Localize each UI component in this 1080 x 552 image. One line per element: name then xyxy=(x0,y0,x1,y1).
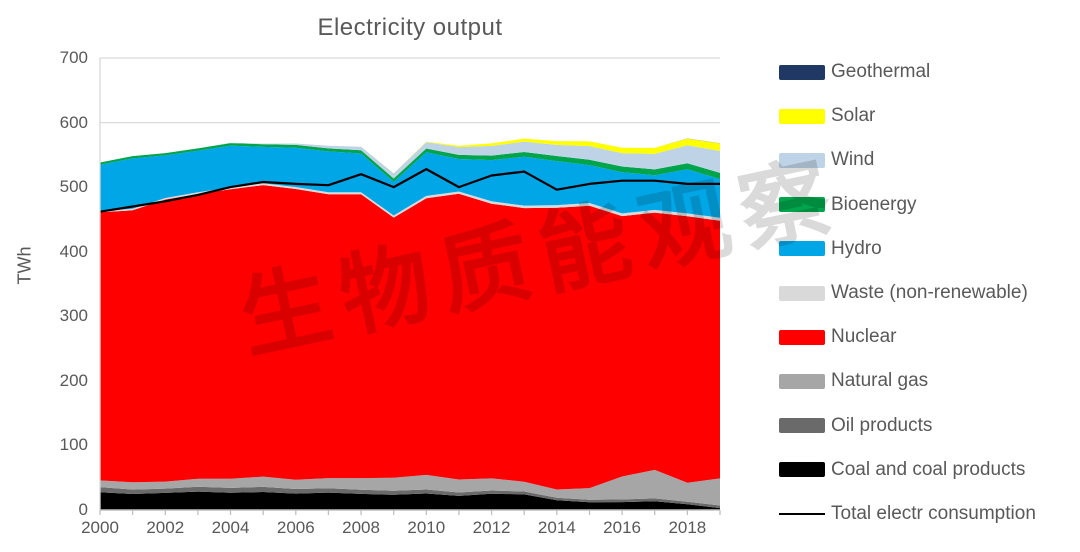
legend-label: Hydro xyxy=(831,237,882,259)
legend-color-swatch xyxy=(779,418,825,434)
legend-label: Geothermal xyxy=(831,61,931,83)
legend-label: Solar xyxy=(831,105,876,127)
y-tick-label-200: 200 xyxy=(59,370,88,390)
y-tick-label-300: 300 xyxy=(59,306,88,326)
area-natural-gas xyxy=(100,469,720,506)
legend-color-swatch xyxy=(779,197,825,213)
chart-title: Electricity output xyxy=(317,14,503,41)
x-tick-label-2010: 2010 xyxy=(407,518,446,537)
x-tick-label-2014: 2014 xyxy=(537,518,576,537)
legend-label: Waste (non-renewable) xyxy=(831,282,1028,304)
line-total-electr-consumption xyxy=(99,167,720,213)
x-tick-label-2012: 2012 xyxy=(472,518,511,537)
legend-line-swatch xyxy=(779,512,825,515)
legend-item-hydro: Hydro xyxy=(779,227,1036,271)
stacked-area-plot xyxy=(99,57,721,515)
x-tick-label-2016: 2016 xyxy=(603,518,641,537)
legend-color-swatch xyxy=(779,462,825,478)
legend-item-nuclear: Nuclear xyxy=(779,315,1036,359)
legend-item-total-electr-consumption: Total electr consumption xyxy=(779,492,1036,536)
legend-color-swatch xyxy=(779,373,825,389)
legend-color-swatch xyxy=(779,152,825,168)
legend-color-swatch xyxy=(779,108,825,124)
x-tick-label-2004: 2004 xyxy=(211,518,250,537)
legend-item-oil-products: Oil products xyxy=(779,404,1036,448)
legend-label: Natural gas xyxy=(831,370,929,392)
x-tick-label-2008: 2008 xyxy=(342,518,380,537)
legend-color-swatch xyxy=(779,285,825,301)
legend-label: Total electr consumption xyxy=(831,502,1036,524)
area-coal-and-coal-products xyxy=(100,491,720,510)
area-wind xyxy=(100,141,720,179)
legend-item-waste-non-renewable-: Waste (non-renewable) xyxy=(779,271,1036,315)
area-hydro xyxy=(100,145,720,218)
y-tick-label-400: 400 xyxy=(59,241,88,261)
legend-item-solar: Solar xyxy=(779,94,1036,138)
y-tick-label-500: 500 xyxy=(59,177,88,197)
legend-item-natural-gas: Natural gas xyxy=(779,359,1036,403)
y-tick-label-0: 0 xyxy=(78,500,88,519)
legend-label: Wind xyxy=(831,149,875,171)
legend: Geothermal Solar Wind Bioenergy Hydro Waste (… xyxy=(779,50,1036,536)
y-tick-label-100: 100 xyxy=(59,435,88,455)
legend-item-geothermal: Geothermal xyxy=(779,50,1036,94)
legend-item-bioenergy: Bioenergy xyxy=(779,183,1036,227)
x-tick-label-2018: 2018 xyxy=(668,518,707,537)
area-bioenergy xyxy=(100,143,720,182)
y-tick-label-700: 700 xyxy=(59,48,88,67)
legend-label: Oil products xyxy=(831,414,933,436)
legend-label: Bioenergy xyxy=(831,193,917,215)
x-tick-label-2006: 2006 xyxy=(276,518,315,537)
legend-color-swatch xyxy=(779,241,825,257)
legend-item-coal-and-coal-products: Coal and coal products xyxy=(779,448,1036,492)
x-tick-label-2002: 2002 xyxy=(146,518,185,537)
x-tick-label-2000: 2000 xyxy=(81,518,119,537)
legend-color-swatch xyxy=(779,329,825,345)
legend-color-swatch xyxy=(779,64,825,80)
area-nuclear xyxy=(100,185,720,490)
legend-label: Coal and coal products xyxy=(831,458,1026,480)
area-oil-products xyxy=(100,486,720,509)
legend-item-wind: Wind xyxy=(779,138,1036,182)
legend-label: Nuclear xyxy=(831,326,897,348)
y-tick-label-600: 600 xyxy=(59,112,88,132)
